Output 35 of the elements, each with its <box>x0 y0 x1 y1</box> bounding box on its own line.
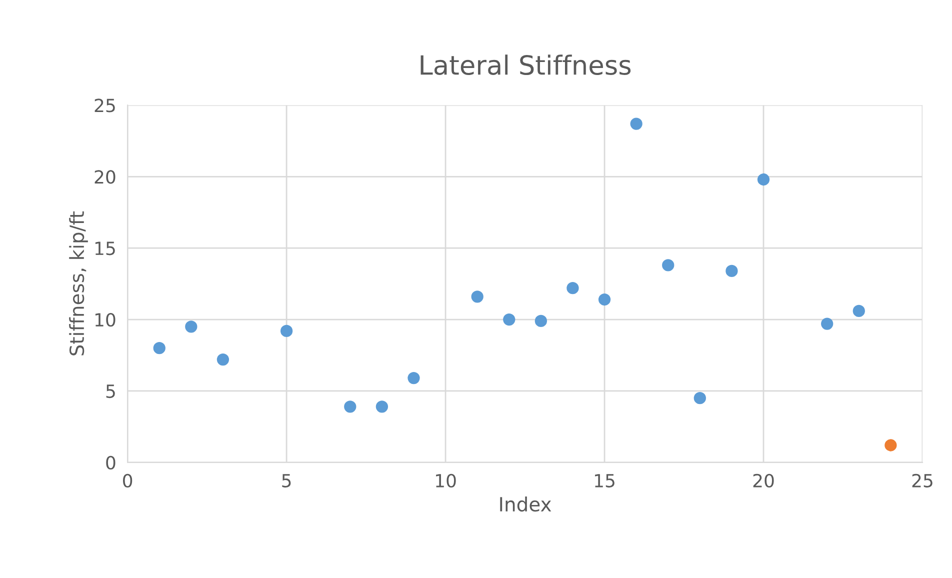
x-tick-label: 15 <box>595 474 614 488</box>
chart-title: Lateral Stiffness <box>420 54 631 76</box>
x-tick-label: 5 <box>282 474 291 488</box>
y-tick-label: 25 <box>94 98 115 112</box>
point <box>726 264 738 278</box>
y-axis-title: Stiffness, kip/ft <box>69 211 88 356</box>
point <box>280 324 293 338</box>
y-tick-label: 5 <box>106 384 115 398</box>
point <box>852 304 865 318</box>
x-tick-label: 0 <box>123 474 132 488</box>
point <box>821 318 834 330</box>
x-tick-label: 25 <box>912 474 932 488</box>
y-tick-label: 15 <box>95 242 115 256</box>
y-tick-label: 20 <box>94 170 116 184</box>
point <box>471 290 484 303</box>
point <box>376 400 388 413</box>
point <box>662 259 674 272</box>
point <box>630 118 642 130</box>
x-tick-label: 10 <box>436 474 456 488</box>
point <box>884 439 897 452</box>
point <box>598 293 611 306</box>
point <box>185 320 198 333</box>
point <box>408 372 420 384</box>
point <box>503 313 516 326</box>
x-axis-title: Index <box>500 496 552 512</box>
point <box>344 400 356 413</box>
y-tick-label: 10 <box>95 312 116 327</box>
point <box>534 314 547 328</box>
point <box>566 282 579 294</box>
x-tick-label: 20 <box>753 474 774 488</box>
y-tick-label: 0 <box>106 456 116 470</box>
point <box>694 392 706 404</box>
point <box>153 342 166 354</box>
point <box>757 173 770 186</box>
point <box>216 353 230 366</box>
